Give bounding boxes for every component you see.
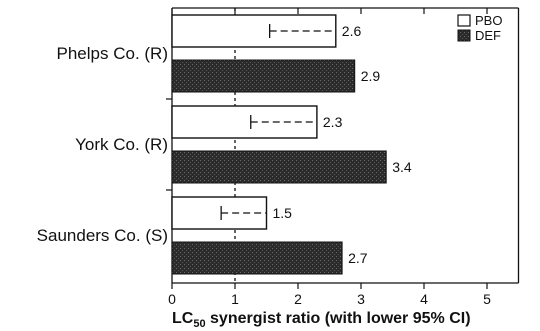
data-label-def: 3.4 <box>392 159 412 175</box>
x-axis-title-rest: synergist ratio (with lower 95% CI) <box>206 310 471 327</box>
x-tick-label: 1 <box>231 291 239 307</box>
bar-pbo <box>171 105 318 139</box>
legend-swatch-pbo <box>457 14 471 27</box>
bar-pbo <box>171 14 337 48</box>
category-label: Saunders Co. (S) <box>37 226 168 245</box>
data-label-pbo: 1.5 <box>273 205 293 221</box>
bar-def <box>171 59 356 93</box>
x-tick-label: 0 <box>168 291 176 307</box>
bar-pbo <box>171 196 268 230</box>
bar-def <box>171 150 387 184</box>
plot-area: 0 1 2 3 4 5 Phelps Co. (R) 2.6 2.9 York Co. (R) 2.… <box>37 7 520 307</box>
data-label-pbo: 2.3 <box>323 114 343 130</box>
data-label-def: 2.7 <box>348 250 368 266</box>
x-axis-title-main: LC <box>172 310 194 327</box>
x-tick-label: 5 <box>483 291 491 307</box>
x-tick-label: 2 <box>294 291 302 307</box>
legend-label-def: DEF <box>475 28 501 43</box>
x-axis-title: LC50 synergist ratio (with lower 95% CI) <box>172 310 471 330</box>
legend-label-pbo: PBO <box>475 13 502 28</box>
bar-def <box>171 241 343 275</box>
x-tick-label: 3 <box>357 291 365 307</box>
x-axis-title-subscript: 50 <box>193 318 205 330</box>
data-label-def: 2.9 <box>361 68 381 84</box>
category-label: Phelps Co. (R) <box>57 44 168 63</box>
legend-swatch-def <box>457 29 471 42</box>
x-tick-label: 4 <box>420 291 428 307</box>
data-label-pbo: 2.6 <box>342 23 362 39</box>
category-label: York Co. (R) <box>75 135 168 154</box>
